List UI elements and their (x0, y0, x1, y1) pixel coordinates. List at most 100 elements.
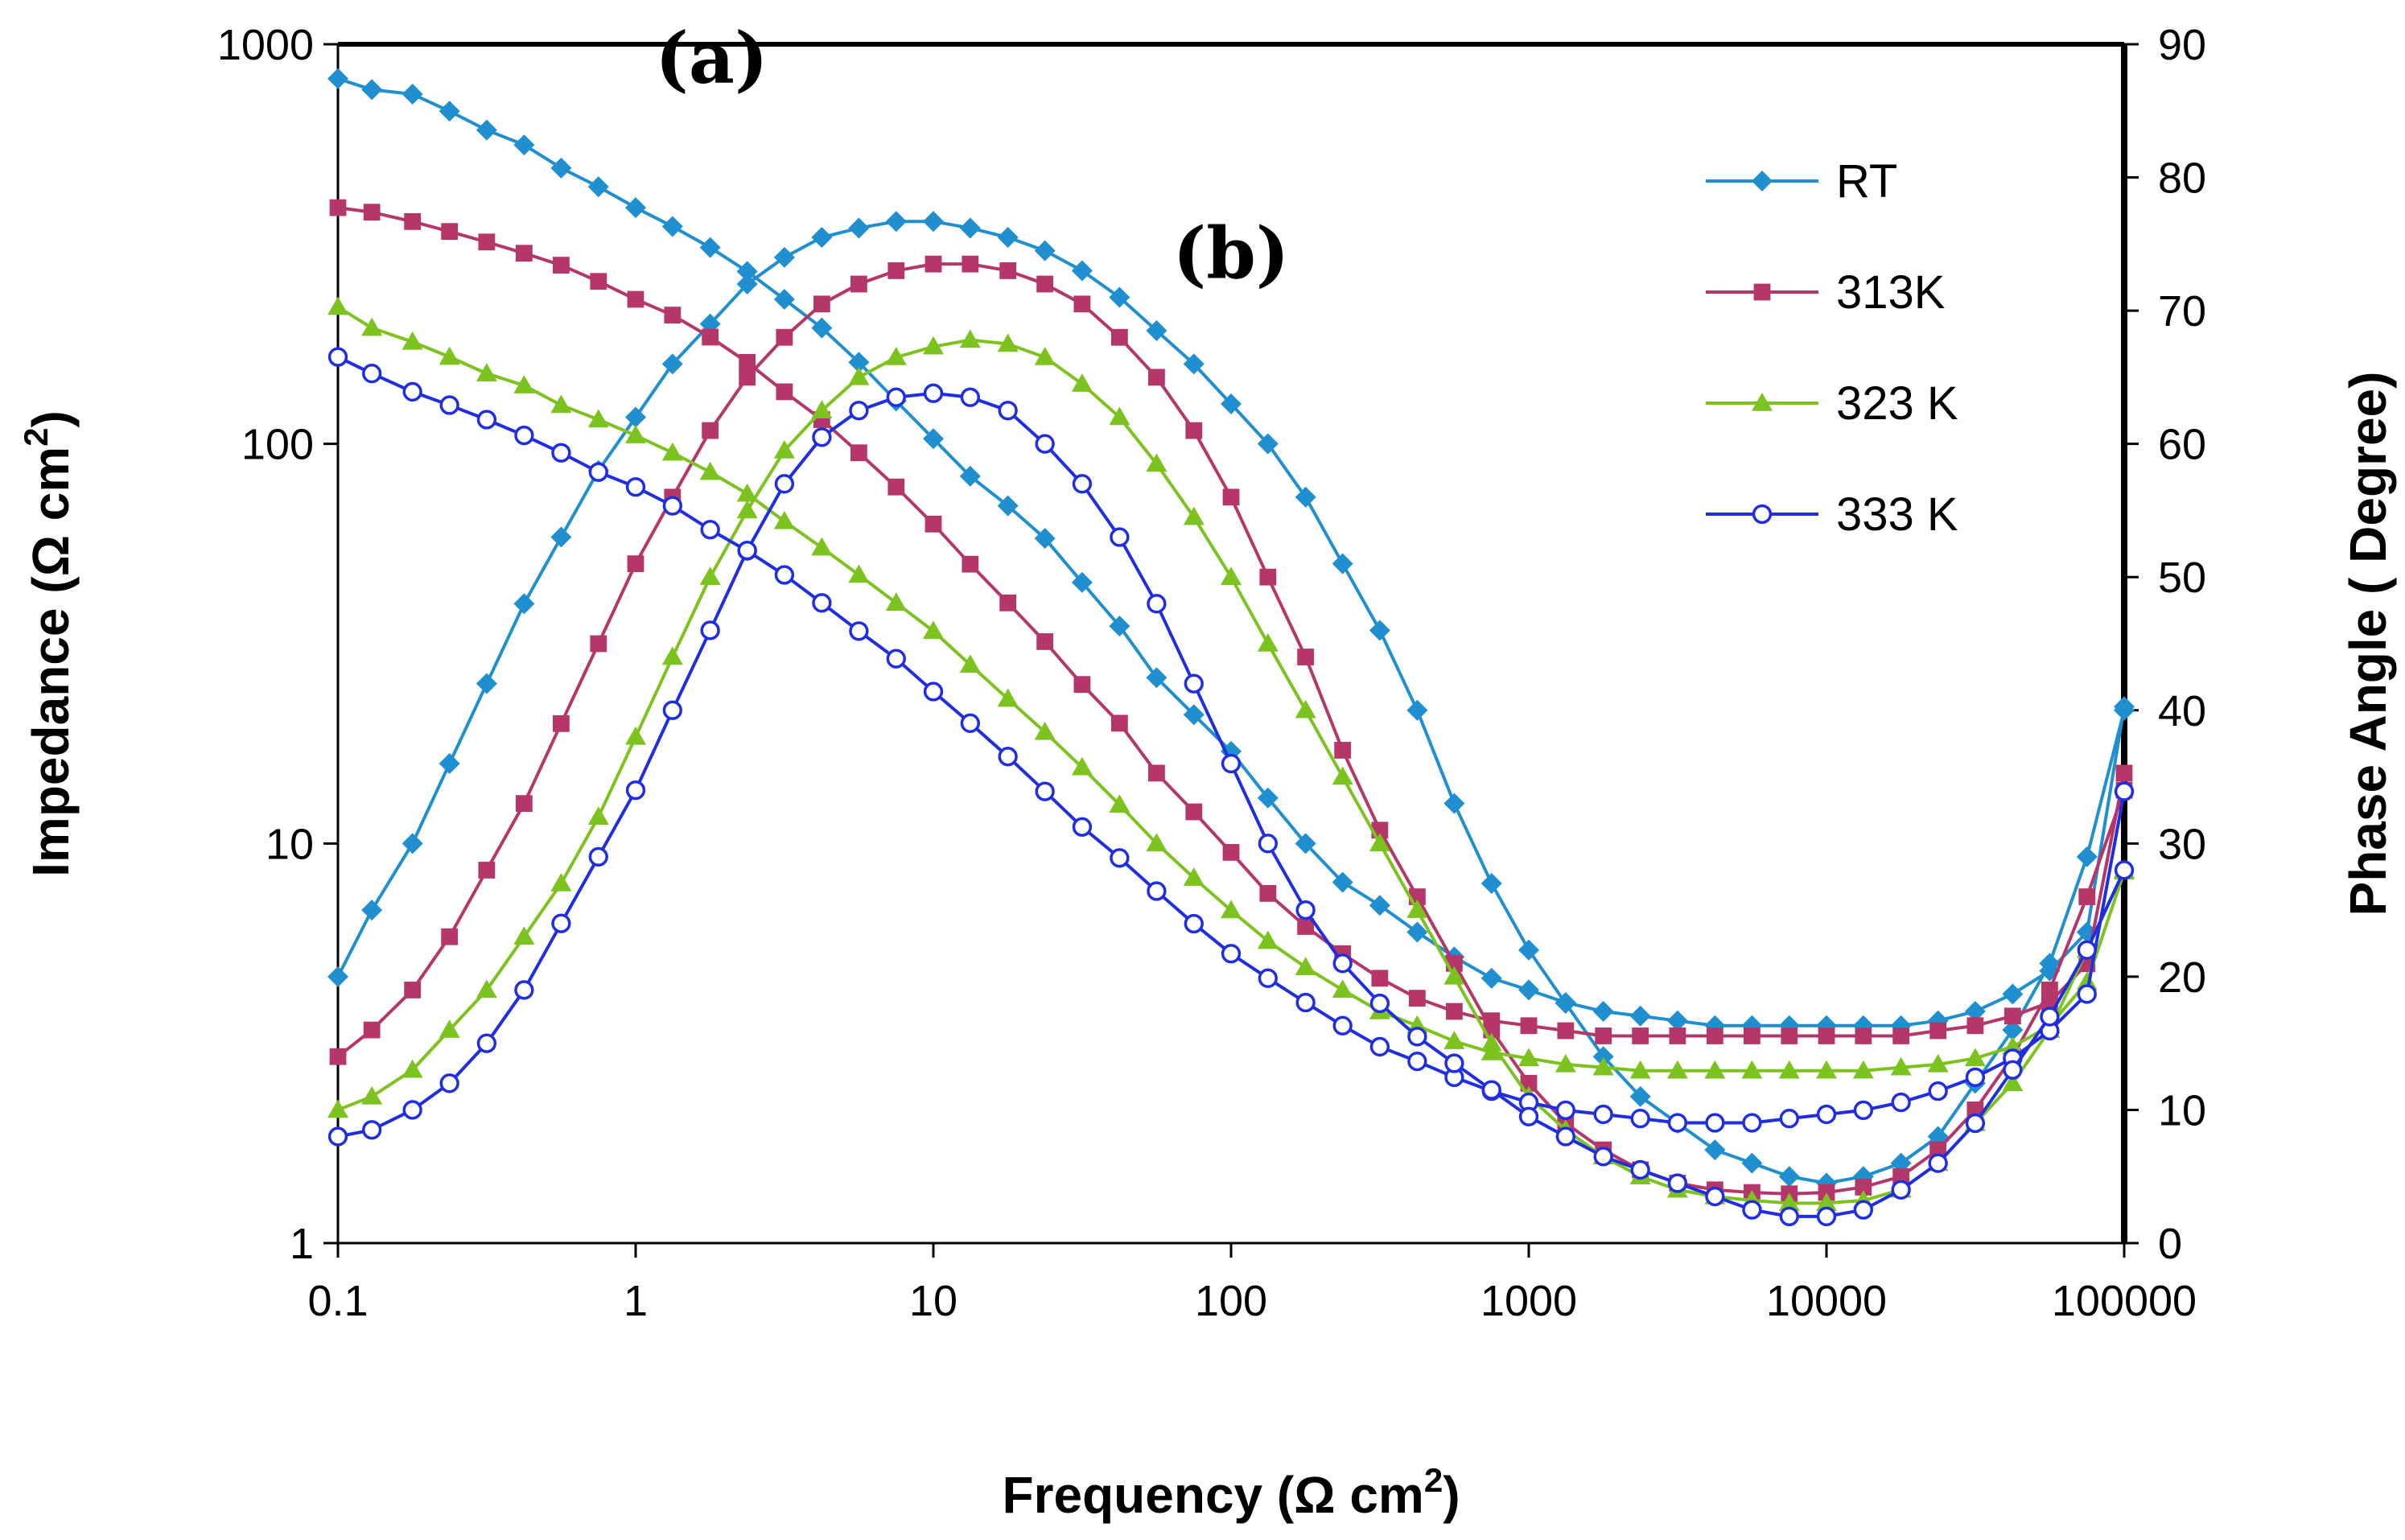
data-point (1034, 347, 1056, 365)
data-point (923, 383, 944, 403)
data-point (998, 747, 1018, 767)
series-layer (327, 68, 2135, 1227)
data-point (587, 806, 609, 825)
data-point (1406, 921, 1428, 943)
data-point (513, 926, 535, 945)
data-point (587, 176, 609, 198)
data-point (776, 383, 793, 401)
data-point (1184, 673, 1204, 694)
data-point (1669, 1027, 1686, 1044)
data-point (1704, 1139, 1726, 1161)
data-point (1667, 1113, 1688, 1133)
data-point (1110, 328, 1128, 346)
data-point (776, 328, 793, 346)
data-point (1742, 1113, 1762, 1133)
data-point (1408, 990, 1426, 1007)
data-point (551, 443, 571, 463)
data-point (1480, 967, 1502, 989)
right-y-tick-label: 70 (2158, 287, 2206, 336)
data-point (739, 353, 756, 371)
data-point (2040, 1007, 2060, 1027)
data-point (476, 673, 497, 694)
data-point (1332, 553, 1353, 574)
data-point (1632, 1027, 1649, 1044)
data-point (1666, 1060, 1688, 1079)
data-point (1629, 1005, 1651, 1027)
data-point (1593, 1147, 1613, 1167)
data-point (441, 223, 459, 241)
data-point (702, 328, 719, 346)
left-y-tick-label: 100 (241, 421, 314, 469)
data-point (923, 428, 944, 450)
data-point (625, 780, 646, 801)
data-point (1034, 721, 1056, 740)
data-point (1148, 764, 1165, 782)
data-point (1369, 1036, 1390, 1057)
data-point (1480, 873, 1502, 894)
data-point (2002, 983, 2024, 1005)
panel-label: (b) (1173, 212, 1290, 295)
data-point (1964, 1001, 1986, 1023)
data-point (1555, 1100, 1575, 1121)
data-point (1752, 504, 1773, 525)
data-point (699, 461, 721, 480)
legend: RT 313K 323 K 333 K (1706, 155, 1958, 541)
data-point (1705, 1186, 1725, 1207)
data-point (959, 465, 981, 487)
data-point (476, 1033, 497, 1053)
right-y-axis-title: Phase Angle ( Degree) (2339, 372, 2397, 916)
data-point (1406, 699, 1428, 721)
data-point (1332, 1015, 1353, 1036)
data-point (550, 157, 572, 179)
data-point (700, 520, 720, 540)
data-point (997, 227, 1019, 249)
data-point (1592, 1046, 1614, 1068)
data-point (997, 333, 1019, 352)
data-point (402, 1100, 422, 1120)
data-point (1035, 781, 1055, 801)
data-point (1073, 676, 1091, 694)
data-point (1259, 568, 1277, 586)
data-point (1183, 353, 1205, 375)
data-point (923, 620, 944, 640)
data-point (553, 714, 570, 732)
data-point (664, 307, 682, 324)
data-point (404, 982, 422, 999)
data-point (327, 68, 348, 89)
data-point (515, 245, 533, 262)
data-point (1964, 1048, 1986, 1067)
data-point (1555, 993, 1576, 1014)
data-point (2077, 984, 2097, 1004)
data-point (1744, 1027, 1761, 1044)
data-point (1146, 667, 1167, 689)
data-point (736, 261, 758, 282)
data-point (1072, 817, 1093, 837)
data-point (1853, 1100, 1873, 1121)
data-point (999, 594, 1017, 611)
left-y-tick-label: 1000 (217, 21, 314, 69)
data-point (1892, 1167, 1910, 1185)
data-point (1778, 1192, 1800, 1212)
series-333k-impedance (327, 347, 2135, 1133)
data-point (661, 353, 683, 375)
data-point (997, 495, 1019, 517)
data-point (736, 483, 758, 502)
data-point (885, 592, 907, 611)
legend-item: 313K (1706, 266, 1946, 319)
data-point (1929, 1022, 1947, 1040)
data-point (1443, 793, 1465, 814)
data-point (363, 204, 381, 221)
data-point (625, 406, 646, 428)
data-point (1629, 1085, 1651, 1107)
data-point (1183, 867, 1205, 886)
data-point (2003, 1007, 2021, 1025)
data-point (1555, 1053, 1576, 1073)
right-y-tick-label: 0 (2158, 1220, 2182, 1268)
data-point (739, 369, 756, 386)
data-point (1109, 406, 1130, 426)
data-point (514, 980, 534, 1000)
data-point (514, 425, 534, 446)
data-point (1891, 1180, 1911, 1200)
data-point (1110, 527, 1130, 547)
